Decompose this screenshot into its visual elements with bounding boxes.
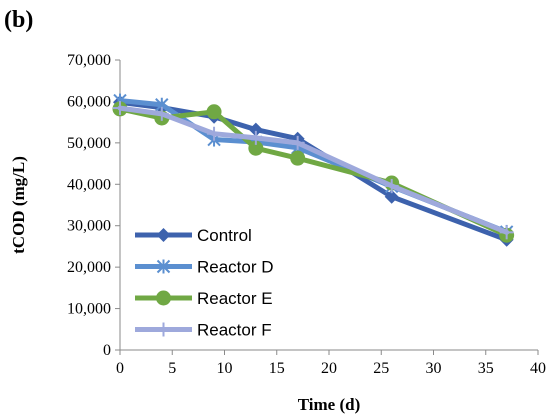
legend-swatch-marker xyxy=(156,259,171,274)
legend-item-control: Control xyxy=(135,226,252,245)
data-point-reactor-e xyxy=(248,140,264,156)
series-line-reactor-f xyxy=(117,105,510,235)
y-axis-ticks: 0 10,000 20,000 30,000 40,000 50,000 60,000 70,… xyxy=(67,52,120,359)
x-tick-label: 5 xyxy=(168,360,176,377)
x-tick-label: 10 xyxy=(217,360,233,377)
legend: Control Reactor D Reactor E Reactor F xyxy=(135,226,274,340)
x-tick-label: 35 xyxy=(478,360,494,377)
y-tick-label: 60,000 xyxy=(67,93,111,110)
y-tick-label: 50,000 xyxy=(67,135,111,152)
x-tick-label: 20 xyxy=(321,360,337,377)
series-line-control xyxy=(117,99,510,243)
x-tick-label: 25 xyxy=(373,360,389,377)
y-tick-label: 70,000 xyxy=(67,52,111,69)
panel-label: (b) xyxy=(4,7,33,33)
data-point-reactor-f xyxy=(499,225,514,240)
x-tick-label: 30 xyxy=(426,360,442,377)
legend-swatch-marker xyxy=(156,290,171,306)
series-layer xyxy=(112,93,515,247)
y-tick-label: 30,000 xyxy=(67,218,111,235)
data-point-reactor-f xyxy=(290,135,305,150)
y-tick-label: 0 xyxy=(103,342,111,359)
x-axis-title: Time (d) xyxy=(298,395,361,414)
data-point-reactor-f xyxy=(248,130,263,145)
y-tick-label: 20,000 xyxy=(67,259,111,276)
x-tick-label: 0 xyxy=(116,360,124,377)
legend-label: Control xyxy=(197,226,252,245)
data-point-reactor-f xyxy=(384,178,399,193)
legend-swatch-marker xyxy=(156,322,171,337)
data-point-reactor-e xyxy=(206,104,222,120)
legend-swatch-marker xyxy=(156,228,171,242)
legend-item-reactor-e: Reactor E xyxy=(135,289,273,308)
legend-item-reactor-f: Reactor F xyxy=(135,321,272,340)
legend-label: Reactor D xyxy=(197,258,274,277)
y-axis-title: tCOD (mg/L) xyxy=(9,156,28,254)
data-point-reactor-f xyxy=(154,106,169,121)
data-point-reactor-e xyxy=(290,150,306,166)
legend-label: Reactor F xyxy=(197,321,272,340)
legend-item-reactor-d: Reactor D xyxy=(135,258,274,277)
y-tick-label: 40,000 xyxy=(67,176,111,193)
data-point-reactor-f xyxy=(113,101,127,116)
data-point-control xyxy=(248,122,263,137)
data-point-control xyxy=(384,189,399,204)
data-point-reactor-f xyxy=(207,126,222,141)
legend-label: Reactor E xyxy=(197,289,273,308)
x-tick-label: 40 xyxy=(530,360,546,377)
x-tick-label: 15 xyxy=(269,360,285,377)
y-tick-label: 10,000 xyxy=(67,301,111,318)
x-axis-ticks: 0 5 10 15 20 25 30 35 40 xyxy=(116,350,546,377)
